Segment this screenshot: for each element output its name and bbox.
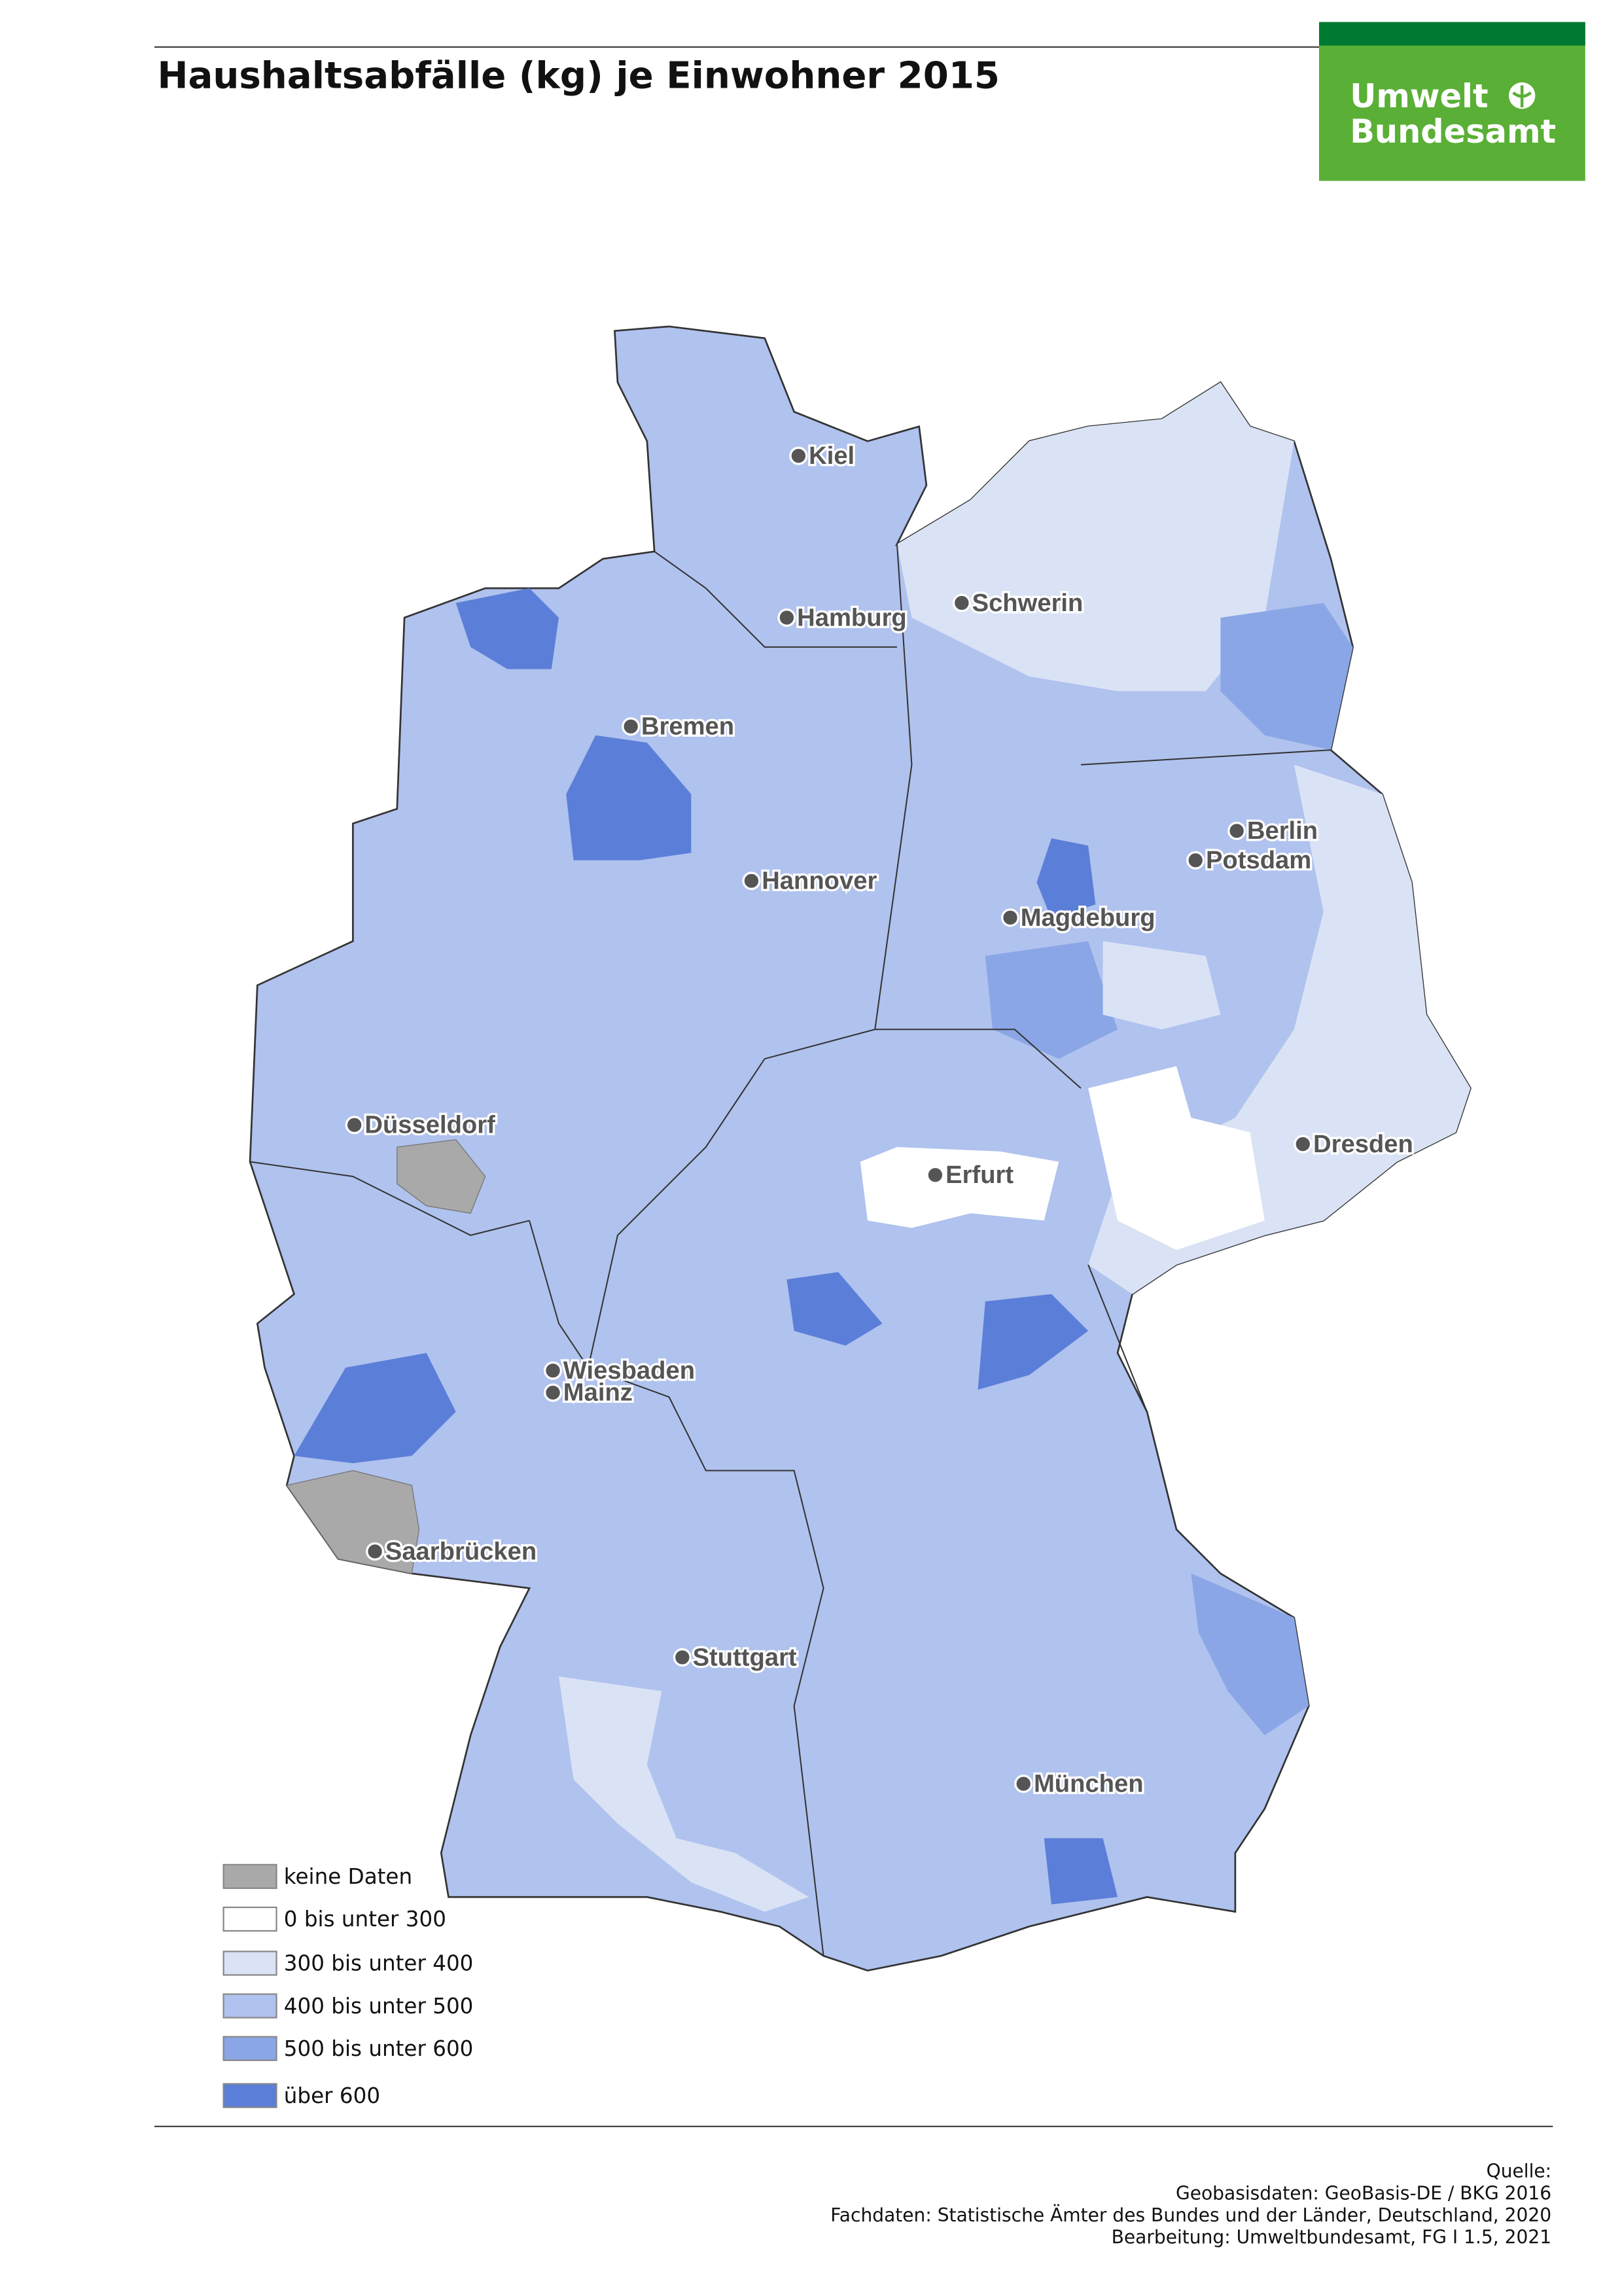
city-label: Mainz bbox=[563, 1379, 633, 1407]
region-mid bbox=[1191, 1573, 1309, 1736]
city-label: Bremen bbox=[641, 713, 734, 741]
legend-swatch bbox=[222, 1906, 277, 1932]
city-label: Schwerin bbox=[972, 589, 1084, 617]
region-mid bbox=[985, 941, 1118, 1059]
city-dot bbox=[1227, 821, 1246, 840]
city-label: Hamburg bbox=[797, 603, 907, 631]
logo-line1: Umwelt bbox=[1350, 77, 1488, 115]
source-line: Fachdaten: Statistische Ämter des Bundes… bbox=[830, 2204, 1551, 2226]
city-dot bbox=[345, 1116, 364, 1135]
city-label: Potsdam bbox=[1206, 846, 1311, 874]
legend-swatch bbox=[222, 1951, 277, 1976]
germany-map bbox=[249, 325, 1472, 1972]
city-label: Dresden bbox=[1313, 1130, 1413, 1158]
city-label: Magdeburg bbox=[1021, 904, 1155, 932]
logo-icon-mark bbox=[1512, 85, 1532, 108]
region-over600 bbox=[786, 1272, 883, 1346]
legend-swatch bbox=[222, 2036, 277, 2061]
region-nodata bbox=[286, 1470, 420, 1574]
region-nodata bbox=[397, 1139, 486, 1214]
city-dot bbox=[777, 608, 796, 627]
region-over600 bbox=[294, 1352, 456, 1464]
legend-label: 500 bis unter 600 bbox=[284, 2036, 474, 2061]
city-label: Hannover bbox=[762, 867, 877, 895]
city-dot bbox=[789, 446, 808, 465]
city-dot bbox=[742, 872, 761, 891]
city-dot bbox=[926, 1165, 945, 1184]
legend-label: über 600 bbox=[284, 2083, 380, 2108]
city-label: Wiesbaden bbox=[563, 1356, 695, 1385]
legend-label: 0 bis unter 300 bbox=[284, 1907, 446, 1932]
city-dot bbox=[1000, 908, 1020, 927]
region-light bbox=[559, 1676, 809, 1912]
legend-label: 400 bis unter 500 bbox=[284, 1994, 474, 2019]
region-light bbox=[896, 382, 1294, 692]
city-label: Saarbrücken bbox=[385, 1537, 537, 1565]
legend-swatch bbox=[222, 1863, 277, 1889]
city-label: Stuttgart bbox=[693, 1643, 797, 1671]
source-line: Quelle: bbox=[1487, 2161, 1552, 2182]
source: Quelle:Geobasisdaten: GeoBasis-DE / BKG … bbox=[830, 2161, 1551, 2248]
city-dot bbox=[366, 1542, 385, 1561]
region-over600 bbox=[566, 735, 692, 860]
city-dot bbox=[544, 1383, 563, 1402]
city-label: Berlin bbox=[1247, 817, 1318, 845]
source-line: Geobasisdaten: GeoBasis-DE / BKG 2016 bbox=[1176, 2182, 1551, 2204]
city-label: München bbox=[1034, 1770, 1144, 1798]
title: Haushaltsabfälle (kg) je Einwohner 2015 bbox=[157, 55, 1000, 97]
region-over600 bbox=[1044, 1838, 1118, 1905]
logo-line2: Bundesamt bbox=[1350, 113, 1556, 150]
city-label: Kiel bbox=[809, 442, 855, 470]
logo-stripe bbox=[1319, 22, 1585, 46]
city-dot bbox=[952, 593, 971, 612]
city-dot bbox=[622, 717, 641, 736]
city-dot bbox=[544, 1361, 563, 1380]
legend-swatch bbox=[222, 1993, 277, 2019]
city-label: Erfurt bbox=[945, 1161, 1014, 1189]
legend-swatch bbox=[222, 2083, 277, 2108]
source-line: Bearbeitung: Umweltbundesamt, FG I 1.5, … bbox=[1112, 2227, 1552, 2248]
city-dot bbox=[1294, 1135, 1313, 1154]
state-borders bbox=[249, 544, 1331, 1956]
city-dot bbox=[1014, 1775, 1033, 1793]
region-white bbox=[1088, 1066, 1265, 1250]
region-white bbox=[860, 1147, 1059, 1228]
city-dot bbox=[1186, 851, 1205, 870]
city-dot bbox=[673, 1648, 692, 1667]
region-dark bbox=[1220, 603, 1353, 751]
region-light bbox=[1102, 941, 1221, 1030]
legend-label: keine Daten bbox=[284, 1864, 412, 1889]
legend-label: 300 bis unter 400 bbox=[284, 1951, 474, 1976]
region-over600 bbox=[455, 588, 559, 669]
region-over600 bbox=[1036, 838, 1096, 919]
city-label: Düsseldorf bbox=[364, 1111, 495, 1139]
logo-box bbox=[1319, 22, 1585, 181]
legend: keine Daten 0 bis unter 300 300 bis unter … bbox=[222, 1863, 474, 2108]
region-over600 bbox=[978, 1294, 1089, 1390]
